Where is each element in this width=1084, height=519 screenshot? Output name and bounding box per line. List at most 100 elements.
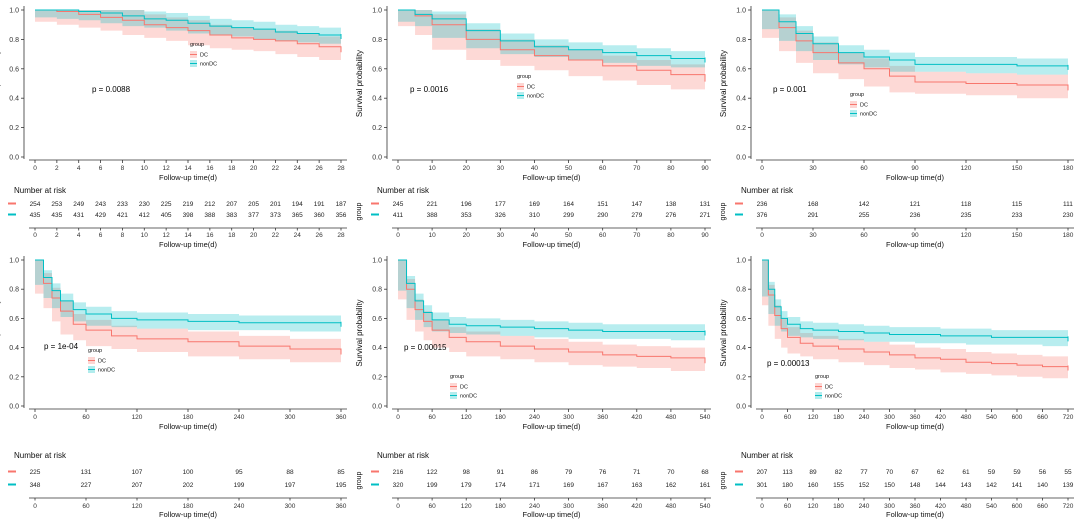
risk-count: 174 xyxy=(495,482,506,489)
risk-x-tick-label: 120 xyxy=(132,503,143,510)
risk-count: 245 xyxy=(393,201,404,208)
survival-curve-nonDC xyxy=(762,9,1069,68)
risk-x-tick-label: 300 xyxy=(884,503,895,510)
risk-count: 249 xyxy=(73,201,84,208)
risk-x-tick-label: 0 xyxy=(760,503,764,510)
y-tick-label: 0.6 xyxy=(372,66,382,73)
risk-count: 219 xyxy=(183,201,194,208)
risk-count: 68 xyxy=(701,469,709,476)
risk-count: 98 xyxy=(463,469,471,476)
risk-table-title: Number at risk xyxy=(14,186,67,195)
risk-count: 435 xyxy=(51,212,62,219)
risk-count: 118 xyxy=(961,201,972,208)
x-tick-label: 22 xyxy=(272,165,280,172)
risk-count: 179 xyxy=(461,482,472,489)
legend: group DC nonDC xyxy=(517,74,544,100)
km-panel-28-day: 0.0 0.2 0.4 0.6 0.8 1.0 Survival probability 0 2… xyxy=(0,6,347,249)
x-tick-label: 0 xyxy=(396,165,400,172)
x-tick-label: 180 xyxy=(495,414,506,421)
x-tick-label: 20 xyxy=(463,165,471,172)
legend-label-DC: DC xyxy=(98,359,106,365)
risk-x-tick-label: 26 xyxy=(316,232,324,239)
x-tick-label: 90 xyxy=(911,165,919,172)
risk-count: 152 xyxy=(859,482,870,489)
risk-count: 89 xyxy=(809,469,817,476)
risk-count: 365 xyxy=(292,212,303,219)
x-axis-title: Follow-up time(d) xyxy=(886,173,944,182)
x-tick-label: 70 xyxy=(633,165,641,172)
km-panel-540-day: 0.0 0.2 0.4 0.6 0.8 1.0 Survival probability 0 6… xyxy=(355,256,711,519)
risk-count: 82 xyxy=(835,469,843,476)
risk-x-tick-label: 660 xyxy=(1037,503,1048,510)
x-tick-label: 240 xyxy=(234,414,245,421)
risk-count: 227 xyxy=(81,482,92,489)
y-tick-label: 0.4 xyxy=(736,96,746,103)
y-tick-label: 0.4 xyxy=(372,96,382,103)
y-tick-label: 0.6 xyxy=(9,66,19,73)
x-tick-label: 480 xyxy=(665,414,676,421)
x-tick-label: 0 xyxy=(33,165,37,172)
y-tick-label: 0.0 xyxy=(9,404,19,411)
legend-label-nonDC: nonDC xyxy=(460,394,477,400)
risk-x-axis-title: Follow-up time(d) xyxy=(886,240,944,249)
risk-count: 56 xyxy=(1039,469,1047,476)
risk-x-tick-label: 50 xyxy=(565,232,573,239)
x-tick-label: 14 xyxy=(184,165,192,172)
risk-count: 320 xyxy=(393,482,404,489)
y-tick-label: 0.2 xyxy=(736,125,746,132)
y-tick-label: 1.0 xyxy=(9,8,19,15)
legend-label-DC: DC xyxy=(200,53,208,59)
risk-x-tick-label: 120 xyxy=(461,503,472,510)
risk-x-tick-label: 60 xyxy=(428,503,436,510)
risk-count: 70 xyxy=(886,469,894,476)
x-tick-label: 20 xyxy=(250,165,258,172)
x-tick-label: 120 xyxy=(132,414,143,421)
y-tick-label: 0.8 xyxy=(736,37,746,44)
risk-table: Number at risk group 216 122 98 91 86 79 76 71 70 6… xyxy=(356,451,711,519)
y-tick-label: 0.6 xyxy=(9,316,19,323)
risk-x-tick-label: 60 xyxy=(599,232,607,239)
risk-count: 91 xyxy=(497,469,505,476)
risk-group-label: group xyxy=(356,202,363,220)
y-tick-label: 0.6 xyxy=(372,316,382,323)
risk-x-tick-label: 80 xyxy=(667,232,675,239)
risk-count: 233 xyxy=(1012,212,1023,219)
x-tick-label: 660 xyxy=(1037,414,1048,421)
risk-x-tick-label: 600 xyxy=(1012,503,1023,510)
risk-count: 164 xyxy=(563,201,574,208)
risk-count: 202 xyxy=(183,482,194,489)
risk-count: 86 xyxy=(531,469,539,476)
ci-band-nonDC xyxy=(398,260,705,341)
y-tick-label: 0.8 xyxy=(372,287,382,294)
risk-x-tick-label: 420 xyxy=(631,503,642,510)
legend-label-DC: DC xyxy=(460,385,468,391)
x-axis-title: Follow-up time(d) xyxy=(159,422,217,431)
risk-x-tick-label: 60 xyxy=(860,232,868,239)
risk-count: 140 xyxy=(1037,482,1048,489)
ci-band-nonDC xyxy=(762,260,1068,347)
risk-count: 139 xyxy=(1063,482,1074,489)
risk-x-tick-label: 0 xyxy=(760,232,764,239)
legend-title: group xyxy=(88,348,102,354)
risk-table-title: Number at risk xyxy=(741,451,794,460)
risk-count: 236 xyxy=(757,201,768,208)
risk-count: 77 xyxy=(860,469,868,476)
legend-title: group xyxy=(517,74,531,80)
risk-count: 131 xyxy=(700,201,711,208)
risk-x-tick-label: 0 xyxy=(33,232,37,239)
risk-count: 131 xyxy=(81,469,92,476)
risk-x-tick-label: 28 xyxy=(337,232,345,239)
risk-count: 161 xyxy=(700,482,711,489)
x-tick-label: 0 xyxy=(396,414,400,421)
risk-count: 194 xyxy=(292,201,303,208)
risk-x-tick-label: 360 xyxy=(597,503,608,510)
risk-count: 243 xyxy=(95,201,106,208)
risk-x-tick-label: 360 xyxy=(910,503,921,510)
risk-count: 429 xyxy=(95,212,106,219)
survival-curve-nonDC xyxy=(35,9,342,37)
risk-count: 143 xyxy=(961,482,972,489)
legend-label-DC: DC xyxy=(825,385,833,391)
risk-x-tick-label: 150 xyxy=(1012,232,1023,239)
p-value-label: p = 0.00013 xyxy=(767,359,810,368)
y-tick-label: 1.0 xyxy=(372,8,382,15)
